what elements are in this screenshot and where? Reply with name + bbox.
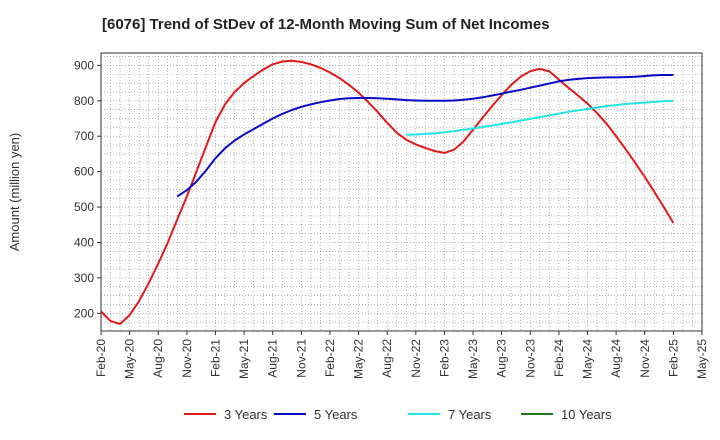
legend-label-2: 5 Years xyxy=(314,407,358,422)
x-tick-label: Feb-23 xyxy=(437,339,451,377)
y-tick-label: 900 xyxy=(74,58,94,72)
x-tick-label: Aug-23 xyxy=(495,339,509,378)
x-tick-label: Aug-24 xyxy=(609,339,623,378)
y-ticks: 200 300 400 500 600 700 800 900 xyxy=(74,58,101,320)
x-tick-label: Feb-21 xyxy=(208,339,222,377)
x-tick-label: Nov-24 xyxy=(638,339,652,378)
x-ticks: Feb-20 May-20 Aug-20 Nov-20 Feb-21 May-21 Aug-… xyxy=(94,331,709,379)
x-tick-label: Feb-24 xyxy=(552,339,566,377)
x-tick-label: Nov-21 xyxy=(294,339,308,378)
y-tick-label: 600 xyxy=(74,165,94,179)
x-tick-label: May-21 xyxy=(237,339,251,379)
y-tick-label: 700 xyxy=(74,129,94,143)
legend-label-1: 3 Years xyxy=(224,407,268,422)
legend-label-4: 10 Years xyxy=(561,407,612,422)
series-line-3 xyxy=(406,99,674,136)
legend: 3 Years 5 Years 7 Years 10 Years xyxy=(184,407,612,422)
plot-area xyxy=(100,52,703,332)
series-line-1 xyxy=(100,59,675,325)
x-tick-label: Nov-23 xyxy=(523,339,537,378)
chart-title: [6076] Trend of StDev of 12-Month Moving… xyxy=(102,16,550,33)
x-tick-label: Aug-20 xyxy=(151,339,165,378)
y-tick-label: 800 xyxy=(74,94,94,108)
x-tick-label: Feb-20 xyxy=(94,339,108,377)
y-tick-label: 500 xyxy=(74,200,94,214)
series-line-2 xyxy=(176,74,674,198)
legend-label-3: 7 Years xyxy=(448,407,492,422)
x-tick-label: Nov-20 xyxy=(180,339,194,378)
grid xyxy=(100,53,703,332)
x-tick-label: May-23 xyxy=(466,339,480,379)
x-tick-label: Aug-22 xyxy=(380,339,394,378)
x-tick-label: May-22 xyxy=(352,339,366,379)
x-tick-label: Feb-22 xyxy=(323,339,337,377)
y-tick-label: 300 xyxy=(74,271,94,285)
x-tick-label: May-24 xyxy=(581,339,595,379)
y-tick-label: 200 xyxy=(74,306,94,320)
x-tick-label: May-20 xyxy=(123,339,137,379)
x-tick-label: May-25 xyxy=(695,339,709,379)
x-tick-label: Feb-25 xyxy=(666,339,680,377)
x-tick-label: Nov-22 xyxy=(409,339,423,378)
x-tick-label: Aug-21 xyxy=(266,339,280,378)
series-layer xyxy=(100,59,675,325)
y-axis-label: Amount (million yen) xyxy=(7,133,22,252)
y-tick-label: 400 xyxy=(74,235,94,249)
